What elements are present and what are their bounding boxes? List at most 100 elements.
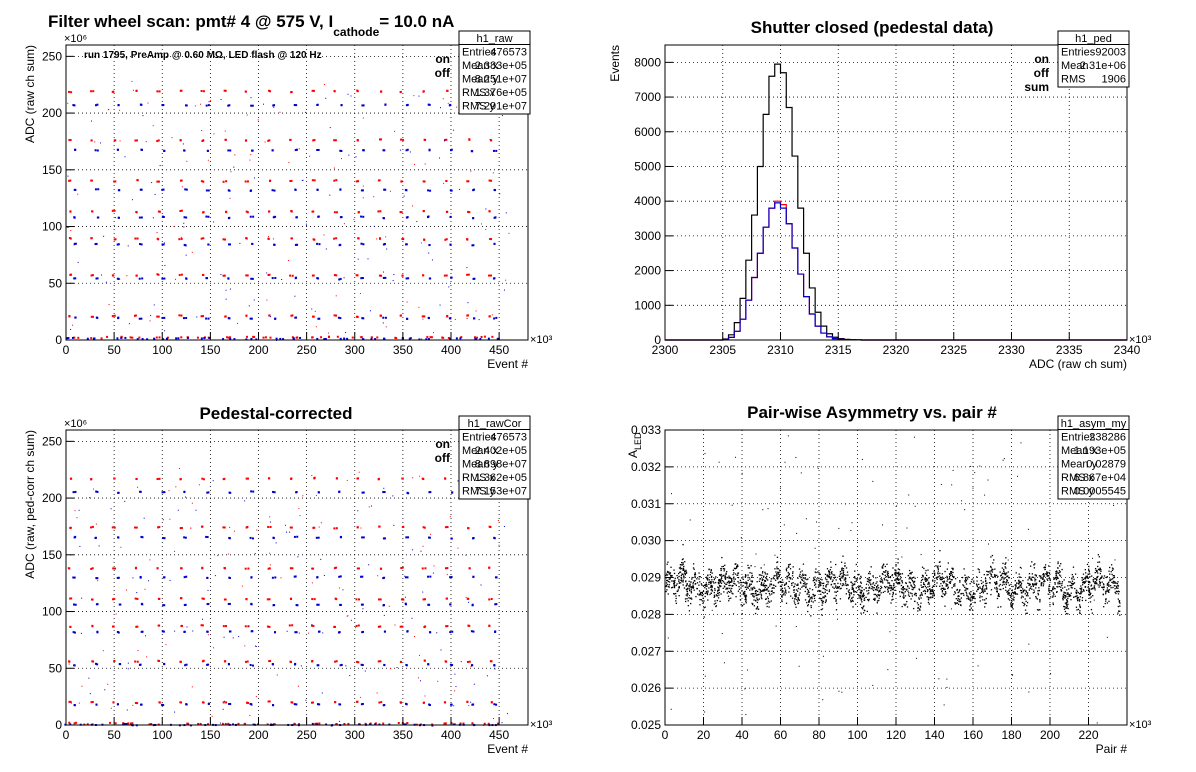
data-point xyxy=(449,189,452,192)
data-point xyxy=(90,274,93,277)
data-point xyxy=(360,189,363,192)
data-point xyxy=(804,578,807,580)
data-point xyxy=(100,142,102,144)
data-point xyxy=(374,723,377,726)
data-point xyxy=(753,605,756,607)
data-point xyxy=(480,335,483,338)
data-point xyxy=(985,588,988,590)
data-point xyxy=(740,584,742,586)
data-point xyxy=(704,595,706,598)
data-point xyxy=(132,704,134,706)
data-point xyxy=(724,582,726,584)
data-point xyxy=(1025,612,1027,615)
data-point xyxy=(479,338,482,341)
data-point xyxy=(1083,590,1085,592)
data-point xyxy=(1054,581,1056,584)
data-point xyxy=(698,590,701,592)
y-tick-label: 0.027 xyxy=(631,644,661,658)
data-point xyxy=(1080,591,1082,593)
data-point xyxy=(1067,592,1069,594)
data-point xyxy=(1059,571,1061,573)
data-point xyxy=(131,80,133,82)
data-point xyxy=(1037,594,1040,596)
data-point xyxy=(821,608,824,610)
data-point xyxy=(292,337,295,340)
data-point xyxy=(249,714,251,716)
data-point xyxy=(750,565,752,567)
data-point xyxy=(774,554,776,556)
data-point xyxy=(801,579,804,581)
data-point xyxy=(161,188,164,191)
data-point xyxy=(1073,578,1075,580)
data-point xyxy=(367,258,369,260)
data-point xyxy=(158,336,161,339)
data-point xyxy=(892,598,894,601)
data-point xyxy=(707,574,709,576)
data-point xyxy=(725,583,727,586)
data-point xyxy=(816,521,818,523)
data-point xyxy=(418,338,421,341)
data-point xyxy=(760,582,763,585)
data-point xyxy=(889,584,891,586)
data-point xyxy=(1088,581,1090,583)
data-point xyxy=(740,587,742,589)
data-point xyxy=(1104,593,1107,595)
data-point xyxy=(219,722,221,724)
data-point xyxy=(777,577,779,579)
data-point xyxy=(162,104,165,107)
data-point xyxy=(131,722,134,725)
x-multiplier: ×10³ xyxy=(530,719,553,731)
data-point xyxy=(1062,597,1064,600)
data-point xyxy=(823,588,825,590)
data-point xyxy=(311,660,314,663)
data-point xyxy=(858,594,860,596)
data-point xyxy=(917,610,919,612)
data-point xyxy=(360,527,362,529)
data-point xyxy=(406,576,409,579)
data-point xyxy=(766,588,769,590)
data-point xyxy=(293,663,296,666)
data-point xyxy=(781,591,783,593)
data-point xyxy=(720,579,722,581)
data-point xyxy=(723,568,726,570)
data-point xyxy=(1005,557,1007,559)
data-point xyxy=(1004,577,1006,579)
data-point xyxy=(841,569,843,572)
data-point xyxy=(985,582,987,585)
data-point xyxy=(333,567,336,570)
data-point xyxy=(903,588,905,590)
data-point xyxy=(726,576,728,579)
data-point xyxy=(1083,581,1085,583)
data-point xyxy=(199,722,202,725)
data-point xyxy=(991,569,994,571)
data-point xyxy=(1064,602,1067,604)
data-point xyxy=(136,702,139,705)
data-point xyxy=(1055,591,1058,593)
data-point xyxy=(685,594,687,596)
data-point xyxy=(1000,606,1002,608)
data-point xyxy=(955,598,957,600)
data-point xyxy=(429,336,432,339)
data-point xyxy=(674,577,676,580)
data-point xyxy=(266,272,268,274)
stats-key: Mean x xyxy=(462,60,499,72)
series-on xyxy=(67,80,510,340)
data-point xyxy=(969,599,971,601)
data-point xyxy=(801,578,803,581)
data-point xyxy=(1071,584,1073,586)
data-point xyxy=(970,600,972,602)
data-point xyxy=(750,580,752,582)
data-point xyxy=(333,314,336,317)
data-point xyxy=(866,580,869,583)
data-point xyxy=(1031,583,1034,585)
data-point xyxy=(1033,567,1036,569)
data-point xyxy=(720,568,722,570)
data-point xyxy=(1024,593,1026,595)
data-point xyxy=(90,337,93,340)
data-point xyxy=(373,225,375,227)
data-point xyxy=(459,337,462,340)
data-point xyxy=(273,243,276,246)
data-point xyxy=(90,526,93,529)
data-point xyxy=(1084,577,1086,579)
